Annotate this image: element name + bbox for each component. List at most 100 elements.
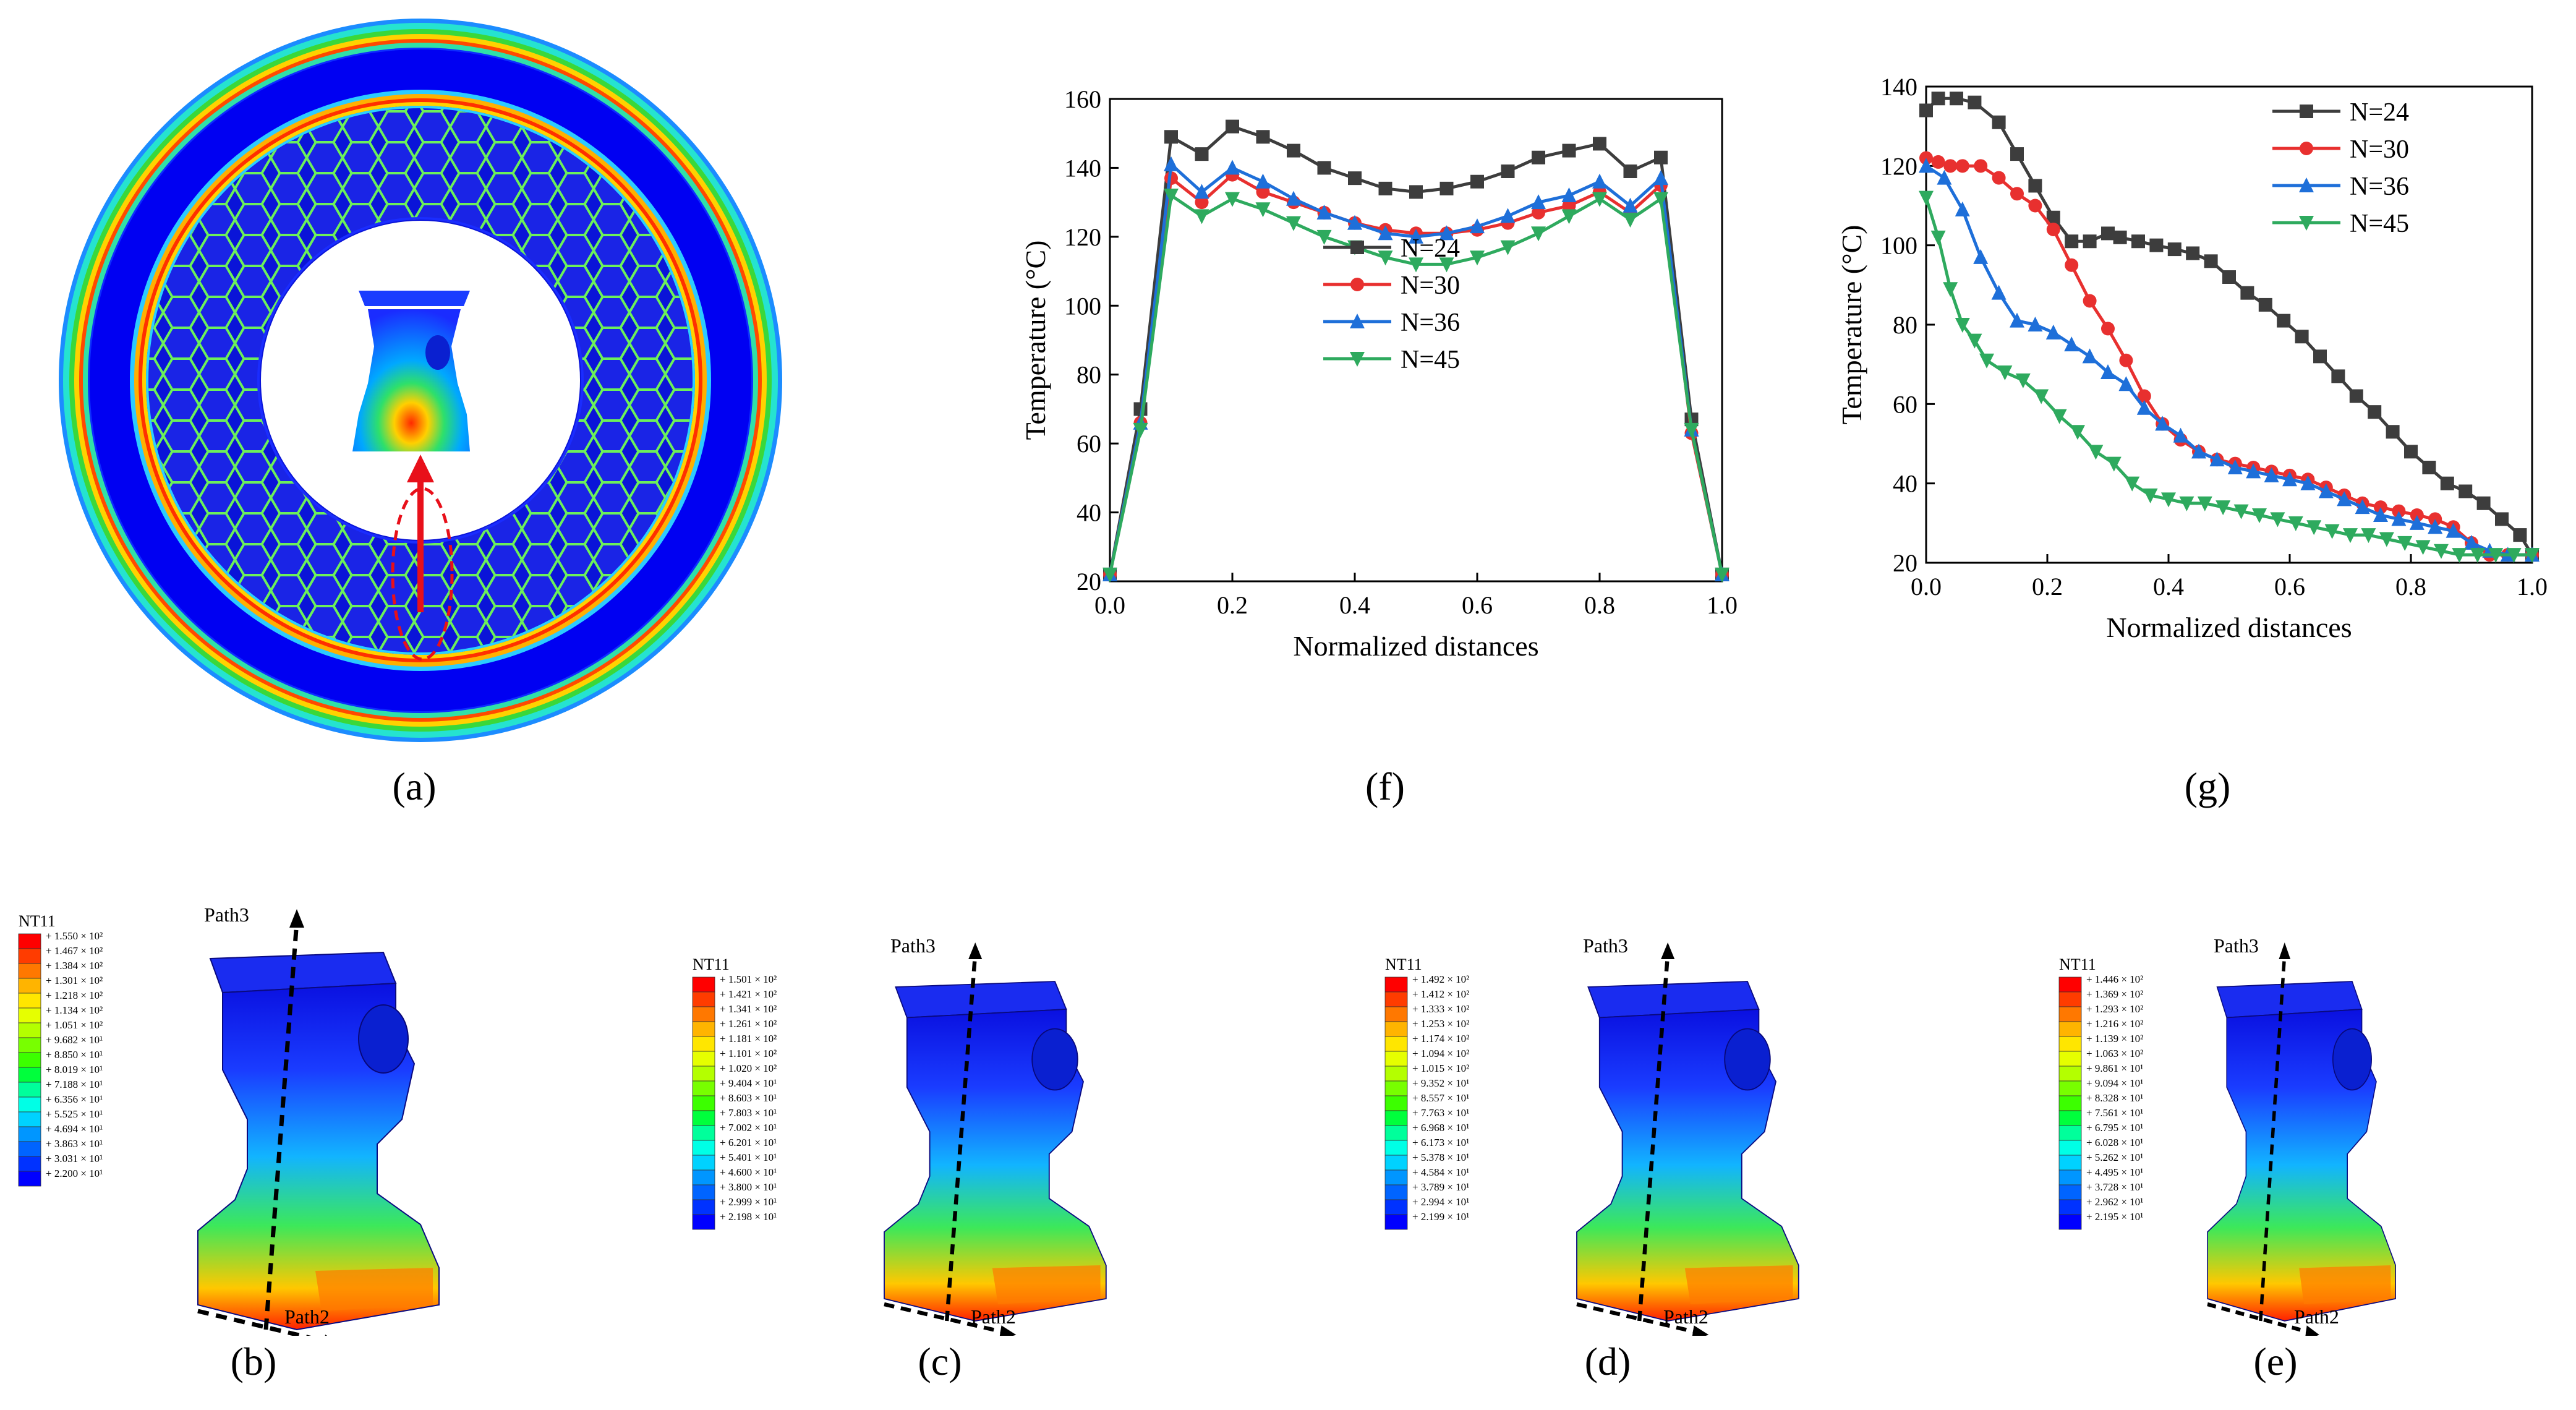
legend-swatch	[692, 1110, 715, 1126]
path3-label: Path3	[1583, 934, 1628, 957]
panel-d-label: (d)	[1584, 1340, 1631, 1383]
path2-label: Path2	[2294, 1305, 2339, 1328]
data-point	[2452, 548, 2467, 563]
legend-swatch	[1384, 1184, 1408, 1200]
path3-arrow	[1661, 942, 1675, 959]
legend-swatch	[1384, 1095, 1408, 1111]
legend-swatch	[18, 1111, 41, 1127]
legend-value: + 2.195 × 10¹	[2086, 1211, 2143, 1223]
legend-value: + 6.201 × 10¹	[720, 1137, 777, 1148]
x-tick-label: 0.6	[2274, 573, 2305, 600]
data-point	[1919, 158, 1934, 173]
legend-swatch	[2058, 1184, 2082, 1200]
data-point	[2100, 364, 2115, 379]
data-point	[1623, 164, 1637, 178]
data-point	[2513, 528, 2527, 542]
data-point	[1684, 422, 1699, 438]
data-point	[1991, 284, 2007, 300]
panel-c-label: (c)	[918, 1340, 962, 1383]
data-point	[1439, 257, 1454, 273]
legend: N=24 N=30 N=36 N=45	[1323, 234, 1460, 374]
data-point	[2197, 496, 2212, 511]
y-tick-label: 100	[1064, 292, 1101, 320]
data-point	[1501, 164, 1515, 178]
hot-zone	[315, 1268, 433, 1311]
path2-label: Path2	[1663, 1305, 1708, 1328]
legend-value: + 8.557 × 10¹	[1412, 1092, 1469, 1104]
x-tick-label: 0.8	[1584, 591, 1615, 619]
legend-value: + 1.134 × 10²	[46, 1004, 103, 1016]
data-point	[1562, 143, 1576, 158]
legend-value: + 8.019 × 10¹	[46, 1064, 103, 1075]
data-point	[1317, 161, 1331, 175]
data-point	[1255, 202, 1271, 218]
data-point	[1378, 225, 1393, 241]
legend-value: + 2.200 × 10¹	[46, 1168, 103, 1179]
panel-b-element: NT11+ 1.550 × 10² + 1.467 × 10² + 1.384 × …	[18, 904, 440, 1336]
legend-swatch	[18, 1126, 41, 1142]
legend-value: + 3.728 × 10¹	[2086, 1181, 2143, 1193]
data-point	[2476, 496, 2491, 510]
legend-value: + 1.446 × 10²	[2086, 973, 2143, 985]
data-point	[1973, 249, 1989, 264]
inset-element-icon	[352, 291, 470, 451]
legend-swatch	[1384, 1125, 1408, 1141]
legend-value: + 2.994 × 10¹	[1412, 1196, 1469, 1208]
legend-value: + 1.333 × 10²	[1412, 1003, 1469, 1015]
legend-label: N=36	[2350, 173, 2409, 201]
y-tick-label: 120	[1064, 223, 1101, 251]
data-point	[2318, 483, 2334, 498]
data-point	[2368, 405, 2382, 419]
path2-line	[2207, 1302, 2309, 1335]
void-cell	[2332, 1028, 2372, 1091]
y-axis-label: Temperature (°C)	[1836, 225, 1867, 425]
data-point	[2446, 523, 2461, 538]
y-tick-label: 40	[1893, 470, 1917, 498]
legend-swatch	[1384, 1036, 1408, 1052]
data-point	[2101, 226, 2115, 241]
data-point	[1974, 159, 1988, 173]
legend-value: + 6.968 × 10¹	[1412, 1122, 1469, 1134]
data-point	[1623, 197, 1638, 213]
legend-label: N=24	[2350, 98, 2409, 127]
data-point	[1470, 174, 1484, 189]
y-tick-label: 80	[1893, 311, 1917, 339]
legend-value: + 9.404 × 10¹	[720, 1077, 777, 1089]
legend-swatch	[2058, 1140, 2082, 1156]
legend-value: + 4.495 × 10¹	[2086, 1166, 2143, 1178]
x-tick-label: 0.2	[2032, 573, 2063, 600]
legend-value: + 1.101 × 10²	[720, 1048, 777, 1059]
legend-value: + 1.020 × 10²	[720, 1062, 777, 1074]
data-point	[2167, 242, 2181, 257]
data-point	[2422, 461, 2436, 474]
data-point	[2179, 496, 2194, 511]
data-point	[2083, 294, 2097, 308]
data-point	[2125, 476, 2140, 492]
legend-swatch	[2058, 1080, 2082, 1096]
legend-swatch	[692, 991, 715, 1007]
legend-swatch	[1384, 1021, 1408, 1037]
data-point	[2233, 504, 2249, 519]
legend-value: + 9.352 × 10¹	[1412, 1077, 1469, 1089]
y-tick-label: 140	[1064, 154, 1101, 182]
legend-swatch	[692, 1125, 715, 1141]
legend-value: + 1.051 × 10²	[46, 1019, 103, 1031]
data-point	[2264, 467, 2279, 482]
data-point	[1470, 218, 1485, 234]
legend-swatch	[1384, 1080, 1408, 1096]
legend-label: N=30	[2350, 135, 2409, 164]
path2-line	[1576, 1302, 1697, 1335]
x-axis-label: Normalized distances	[1293, 630, 1538, 662]
panel-e-element: NT11+ 1.446 × 10² + 1.369 × 10² + 1.293 × …	[2058, 934, 2396, 1336]
data-point	[2052, 409, 2067, 424]
data-point	[2137, 389, 2151, 403]
data-point	[2046, 210, 2060, 224]
data-point	[2306, 520, 2322, 536]
panel-d-element: NT11+ 1.492 × 10² + 1.412 × 10² + 1.333 × …	[1384, 934, 1799, 1336]
path2-label: Path2	[971, 1305, 1016, 1328]
legend-swatch	[18, 933, 41, 949]
legend-value: + 6.173 × 10¹	[1412, 1137, 1469, 1148]
path2-arrow	[2305, 1325, 2319, 1336]
data-point	[1286, 190, 1301, 206]
series-n-45	[1102, 189, 1729, 583]
